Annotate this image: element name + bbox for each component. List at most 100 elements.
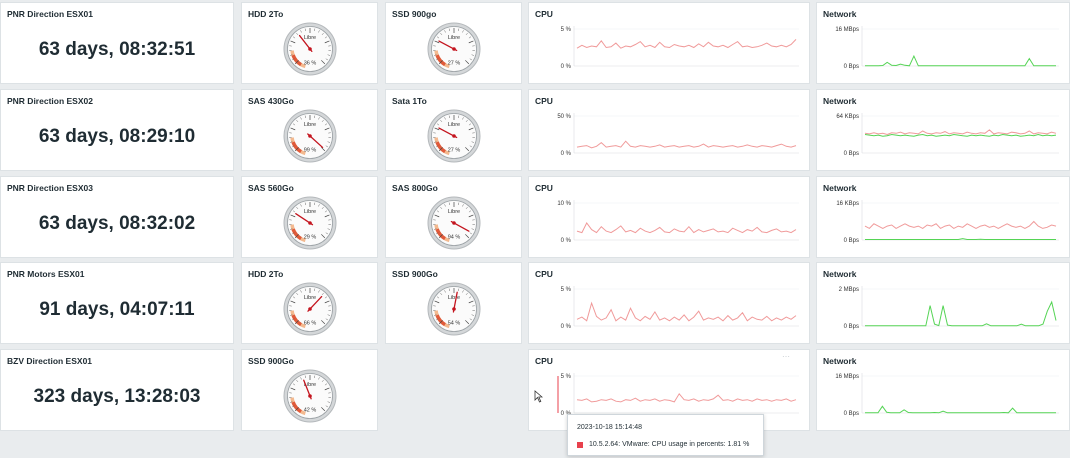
- storage-gauge-card[interactable]: Sata 1To Libre 27 %: [385, 89, 522, 171]
- storage-gauge-card[interactable]: SSD 900go Libre 27 %: [385, 2, 522, 84]
- storage-title: SSD 900go: [392, 9, 437, 19]
- gauge-tick: [457, 28, 459, 32]
- cpu-title: CPU: [535, 9, 553, 19]
- gauge-tick: [289, 141, 292, 143]
- gauge-percent: 66 %: [303, 321, 316, 327]
- gauge-tick: [457, 115, 459, 119]
- gauge-tick: [469, 232, 472, 235]
- gauge-tick: [294, 234, 299, 239]
- gauge-tick: [291, 405, 294, 408]
- more-options-icon[interactable]: ⋯: [782, 352, 792, 361]
- gauge-percent: 94 %: [447, 235, 460, 241]
- gauge-hub: [451, 47, 456, 51]
- cpu-graph: 50 % 0 %: [557, 113, 799, 157]
- cpu-series-line: [576, 39, 797, 49]
- gauge-label: Libre: [447, 122, 459, 128]
- gauge: Libre 29 %: [242, 196, 377, 255]
- gauge-dial: Libre 27 %: [427, 109, 480, 163]
- cpu-graph-card[interactable]: CPU 5 % 0 %: [528, 2, 810, 84]
- gauge-tick: [320, 60, 325, 65]
- storage-gauge-card[interactable]: SSD 900Go Libre 54 %: [385, 262, 522, 344]
- gauge-hub: [307, 394, 312, 398]
- gauge-tick: [317, 377, 320, 380]
- host-name: PNR Direction ESX02: [7, 96, 93, 106]
- cpu-graph-card[interactable]: CPU 50 % 0 %: [528, 89, 810, 171]
- gauge-tick: [324, 296, 327, 299]
- gauge-tick: [471, 314, 474, 316]
- host-uptime-card[interactable]: PNR Motors ESX01 91 days, 04:07:11: [0, 262, 234, 344]
- gauge-tick: [471, 141, 474, 143]
- gauge-tick: [468, 36, 471, 39]
- network-graph-card[interactable]: Network 64 KBps 0 Bps: [816, 89, 1070, 171]
- gauge-tick: [438, 147, 443, 152]
- storage-gauge-card[interactable]: SAS 560Go Libre 29 %: [241, 176, 378, 258]
- gauge-tick: [433, 141, 436, 143]
- cpu-graph: 10 % 0 %: [557, 200, 799, 244]
- gauge-tick: [299, 377, 302, 380]
- gauge-tick: [435, 145, 438, 148]
- gauge-dial: Libre 27 %: [427, 22, 480, 76]
- cpu-title: CPU: [535, 356, 553, 366]
- y-tick-max: 5 %: [561, 27, 572, 33]
- host-name: BZV Direction ESX01: [7, 356, 93, 366]
- network-graph-card[interactable]: Network 2 MBps 0 Bps: [816, 262, 1070, 344]
- gauge-tick: [465, 292, 468, 296]
- network-graph-card[interactable]: Network 16 KBps 0 Bps: [816, 176, 1070, 258]
- network-in-line: [864, 220, 1057, 230]
- gauge-hub: [307, 307, 312, 311]
- gauge-tick: [291, 318, 294, 321]
- storage-gauge-card[interactable]: SAS 430Go Libre 99 %: [241, 89, 378, 171]
- storage-gauge-card[interactable]: HDD 2To Libre 36 %: [241, 2, 378, 84]
- gauge-tick: [439, 206, 442, 210]
- gauge-tick: [327, 54, 330, 56]
- gauge: Libre 27 %: [386, 109, 521, 168]
- cpu-graph: 5 % 0 %: [557, 373, 799, 417]
- host-uptime-card[interactable]: BZV Direction ESX01 323 days, 13:28:03: [0, 349, 234, 431]
- gauge-hub: [451, 221, 456, 225]
- gauge-hub: [307, 134, 312, 138]
- gauge-hub: [307, 47, 312, 51]
- gauge-band-critical: [434, 228, 446, 241]
- gauge-tick: [468, 300, 474, 304]
- gauge-tick: [304, 375, 306, 379]
- storage-gauge-card[interactable]: HDD 2To Libre 66 %: [241, 262, 378, 344]
- cpu-graph-card[interactable]: CPU 5 % 0 %: [528, 262, 810, 344]
- gauge-tick: [289, 40, 295, 44]
- uptime-value: 63 days, 08:32:02: [38, 213, 196, 234]
- gauge-tick: [468, 127, 474, 131]
- gauge-tick: [433, 300, 439, 304]
- gauge-tick: [327, 228, 330, 230]
- gauge-band-critical: [434, 54, 446, 67]
- gauge-tick: [324, 214, 330, 218]
- gauge: Libre 54 %: [386, 282, 521, 341]
- storage-title: SAS 800Go: [392, 183, 438, 193]
- gauge-tick: [324, 36, 327, 39]
- storage-gauge-card[interactable]: SSD 900Go Libre 42 %: [241, 349, 378, 431]
- network-graph: 16 MBps 0 Bps: [835, 26, 1059, 70]
- gauge-tick: [294, 320, 299, 325]
- host-uptime-card[interactable]: PNR Direction ESX01 63 days, 08:32:51: [0, 2, 234, 84]
- gauge-tick: [289, 54, 292, 56]
- gauge-tick: [313, 202, 315, 206]
- gauge-tick: [292, 36, 295, 39]
- gauge-tick: [465, 206, 468, 210]
- network-graph: 16 MBps 0 Bps: [835, 373, 1059, 417]
- gauge-percent: 54 %: [447, 321, 460, 327]
- host-uptime-card[interactable]: PNR Direction ESX03 63 days, 08:32:02: [0, 176, 234, 258]
- cpu-graph-card[interactable]: CPU 10 % 0 %: [528, 176, 810, 258]
- gauge-tick: [457, 202, 459, 206]
- gauge-label: Libre: [447, 209, 459, 215]
- host-uptime-card[interactable]: PNR Direction ESX02 63 days, 08:29:10: [0, 89, 234, 171]
- network-graph-card[interactable]: Network 16 MBps 0 Bps: [816, 2, 1070, 84]
- tooltip-row: 10.5.2.64: VMware: CPU usage in percents…: [577, 441, 749, 448]
- storage-gauge-card[interactable]: SAS 800Go Libre 94 %: [385, 176, 522, 258]
- y-tick-min: 0 %: [561, 64, 572, 70]
- gauge-label: Libre: [303, 122, 315, 128]
- network-title: Network: [823, 356, 857, 366]
- gauge-band-critical: [290, 54, 302, 67]
- gauge-tick: [436, 123, 439, 126]
- network-out-line: [865, 54, 1056, 67]
- gauge-tick: [433, 214, 439, 218]
- network-graph-card[interactable]: Network 16 MBps 0 Bps: [816, 349, 1070, 431]
- gauge-tick: [438, 320, 443, 325]
